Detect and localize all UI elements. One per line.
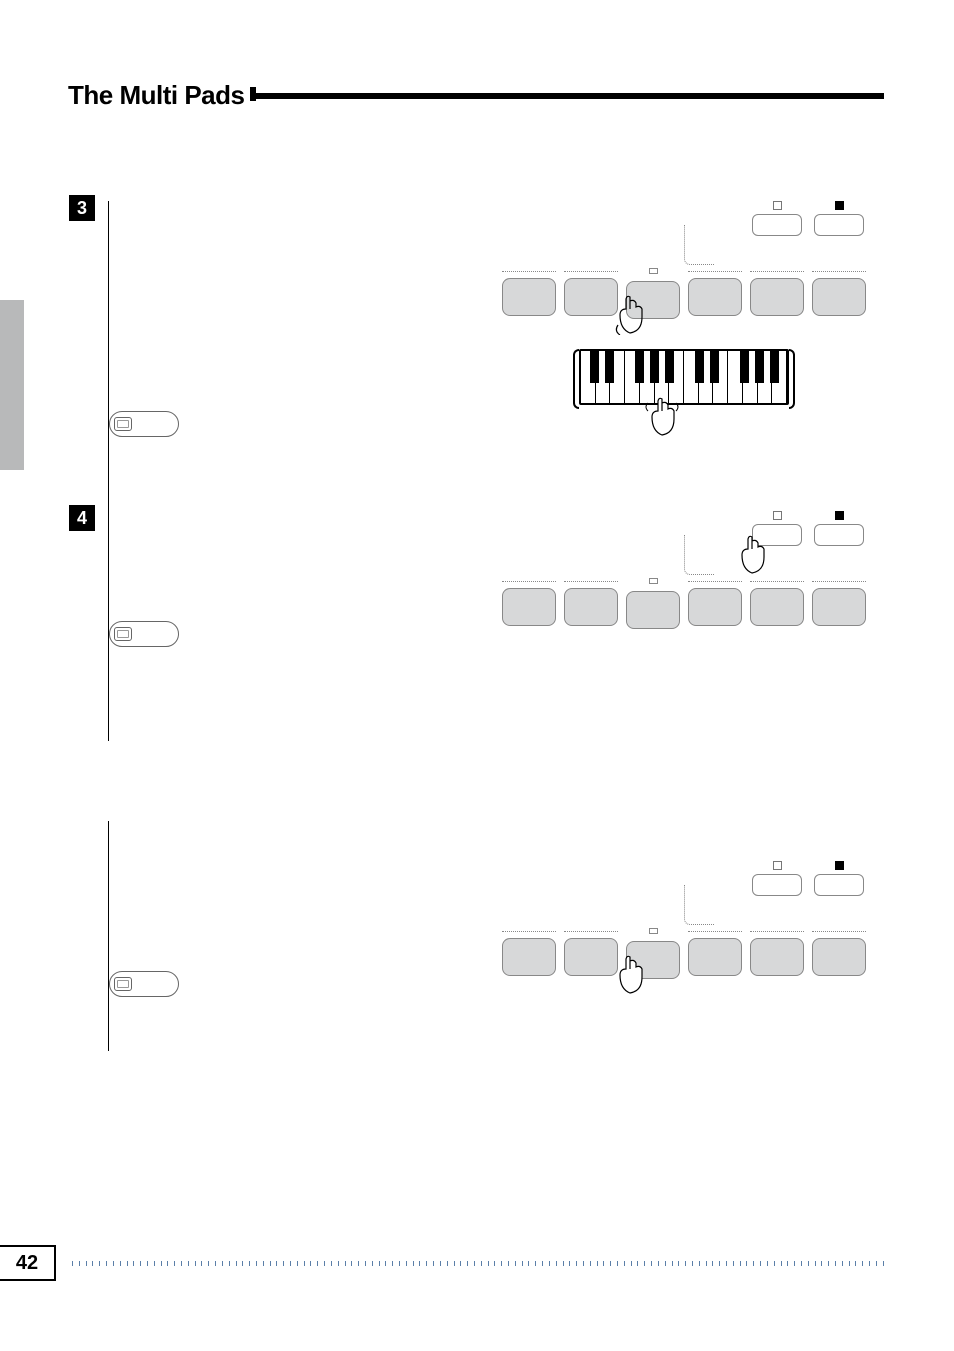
start-stop-group	[814, 511, 864, 546]
pad-4	[688, 931, 742, 979]
sync-start-group	[752, 861, 802, 896]
pad-1	[502, 271, 556, 319]
diagram-step4	[484, 511, 884, 641]
note-callout	[109, 971, 179, 997]
pad-2	[564, 581, 618, 629]
led-icon	[773, 861, 782, 870]
step-3-section: 3	[108, 201, 884, 511]
pad-2	[564, 931, 618, 979]
pad-5	[750, 271, 804, 319]
sync-start-group	[752, 201, 802, 236]
note-icon	[114, 417, 132, 431]
connector-line	[684, 885, 714, 925]
title-rule	[256, 93, 884, 99]
pad-row	[484, 581, 884, 629]
diagram-extra	[484, 861, 884, 991]
led-fill-icon	[835, 201, 844, 210]
hand-pointer-icon	[612, 295, 648, 335]
note-callout	[109, 621, 179, 647]
pad-3	[626, 581, 680, 629]
pad-6	[812, 931, 866, 979]
led-fill-icon	[835, 861, 844, 870]
step-number-3: 3	[69, 195, 95, 221]
footer-dots	[72, 1261, 954, 1266]
pad-cluster	[484, 511, 884, 641]
pad-6	[812, 271, 866, 319]
pad-1	[502, 581, 556, 629]
pad-5	[750, 581, 804, 629]
side-tab	[0, 300, 24, 470]
connector-line	[684, 535, 714, 575]
pad-4	[688, 581, 742, 629]
hand-pointer-icon	[734, 535, 770, 575]
content-area: 3	[108, 201, 884, 1051]
top-button-row	[752, 861, 864, 896]
pad-2	[564, 271, 618, 319]
step-4-section: 4	[108, 511, 884, 741]
led-icon	[773, 511, 782, 520]
page-title: The Multi Pads	[68, 80, 244, 111]
led-fill-icon	[835, 511, 844, 520]
start-stop-group	[814, 861, 864, 896]
hand-pointer-icon	[644, 397, 680, 437]
step-number-4: 4	[69, 505, 95, 531]
pad-6	[812, 581, 866, 629]
small-button	[752, 214, 802, 236]
note-icon	[114, 627, 132, 641]
small-button	[814, 874, 864, 896]
pad-row	[484, 931, 884, 979]
diagram-step3	[484, 201, 884, 405]
note-callout	[109, 411, 179, 437]
page-footer: 42	[0, 1245, 954, 1281]
extra-section	[108, 821, 884, 1051]
connector-line	[684, 225, 714, 265]
pad-cluster	[484, 861, 884, 991]
hand-pointer-icon	[612, 955, 648, 995]
small-button	[752, 874, 802, 896]
document-page: The Multi Pads 3	[0, 0, 954, 1351]
pad-1	[502, 931, 556, 979]
pad-row	[484, 271, 884, 319]
top-button-row	[752, 201, 864, 236]
keyboard-diagram	[484, 349, 884, 405]
small-button	[814, 214, 864, 236]
pad-cluster	[484, 201, 884, 331]
title-bar: The Multi Pads	[68, 80, 884, 111]
led-icon	[773, 201, 782, 210]
keyboard-icon	[579, 349, 789, 405]
pad-5	[750, 931, 804, 979]
pad-4	[688, 271, 742, 319]
small-button	[814, 524, 864, 546]
start-stop-group	[814, 201, 864, 236]
page-number: 42	[0, 1245, 56, 1281]
note-icon	[114, 977, 132, 991]
